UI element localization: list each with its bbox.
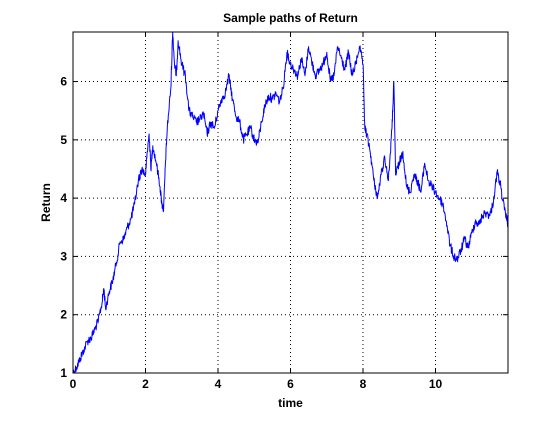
y-tick-label: 1	[60, 366, 67, 380]
series-line	[72, 31, 509, 374]
chart-title: Sample paths of Return	[223, 11, 358, 25]
y-tick-label: 2	[60, 308, 67, 322]
x-axis-label: time	[278, 396, 303, 410]
y-tick-label: 6	[60, 75, 67, 89]
x-tick-label: 0	[70, 377, 77, 391]
y-tick-label: 3	[60, 249, 67, 263]
x-tick-label: 6	[287, 377, 294, 391]
grid	[73, 32, 508, 373]
y-tick-label: 5	[60, 133, 67, 147]
x-tick-label: 8	[360, 377, 367, 391]
y-axis-label: Return	[39, 183, 53, 222]
x-tick-label: 2	[142, 377, 149, 391]
series-layer	[72, 31, 509, 374]
x-tick-label: 4	[215, 377, 222, 391]
x-tick-label: 10	[429, 377, 443, 391]
y-tick-label: 4	[60, 191, 67, 205]
